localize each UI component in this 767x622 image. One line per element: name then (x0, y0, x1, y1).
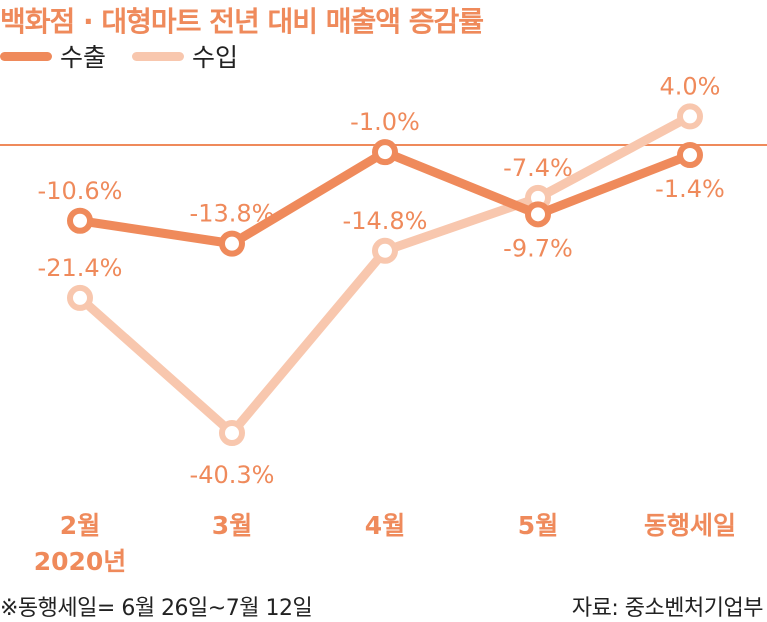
data-label-export-0: -10.6% (38, 177, 123, 205)
legend-label-import: 수입 (192, 43, 239, 72)
data-label-export-1: -13.8% (190, 200, 275, 228)
x-tick-label-2: 4월 (365, 511, 405, 540)
data-label-export-3: -9.7% (503, 234, 573, 262)
data-point-export-2 (372, 139, 398, 166)
x-tick-label-0: 2월 (60, 511, 100, 540)
legend-swatch-import (132, 51, 185, 61)
data-label-import-4: 4.0% (660, 72, 721, 100)
series-layer (67, 103, 703, 446)
label-layer: -10.6% -13.8% -1.0% -9.7% -1.4% -21.4% -40.3% -… (38, 72, 725, 489)
data-label-import-2: -14.8% (343, 207, 428, 235)
data-point-import-0 (67, 284, 93, 311)
legend-item-import: 수입 (132, 38, 238, 74)
source-note: 자료: 중소벤처기업부 (571, 596, 764, 621)
legend-item-export: 수출 (0, 38, 106, 74)
data-point-import-1 (219, 420, 245, 446)
data-point-export-3 (525, 201, 551, 228)
data-point-export-1 (219, 230, 245, 257)
data-point-import-4 (677, 103, 703, 130)
data-label-import-3: -7.4% (503, 154, 573, 182)
chart-title: 백화점 · 대형마트 전년 대비 매출액 증감률 (0, 5, 484, 38)
x-tick-label-1: 3월 (212, 511, 252, 540)
x-tick-label-3: 5월 (518, 511, 558, 540)
x-tick-label-4: 동행세일 (644, 511, 736, 540)
data-point-export-0 (67, 207, 93, 234)
data-label-export-4: -1.4% (655, 175, 725, 203)
data-label-import-1: -40.3% (190, 461, 275, 489)
data-label-import-0: -21.4% (38, 254, 123, 282)
legend: 수출 수입 (0, 38, 264, 74)
footnote: ※동행세일= 6월 26일~7월 12일 (0, 596, 313, 621)
legend-swatch-export (0, 51, 52, 61)
x-tick-sublabel-0: 2020년 (34, 547, 127, 576)
x-axis: 2월 2020년 3월 4월 5월 동행세일 (34, 511, 736, 576)
data-label-export-2: -1.0% (350, 108, 420, 136)
data-point-export-4 (677, 142, 703, 169)
data-point-import-2 (372, 237, 398, 264)
legend-label-export: 수출 (60, 43, 107, 72)
